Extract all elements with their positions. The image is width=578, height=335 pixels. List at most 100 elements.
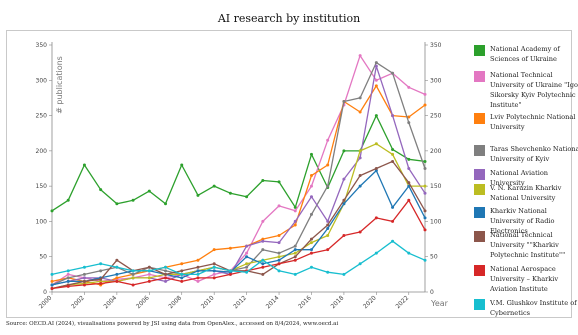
data-point	[277, 234, 281, 238]
x-tick-label: 2012	[232, 294, 248, 310]
y-tick-label-left: 0	[43, 289, 47, 296]
data-point	[261, 248, 265, 252]
data-point	[358, 110, 362, 114]
data-point	[66, 279, 70, 283]
legend-swatch	[474, 184, 485, 195]
y-tick-label-right: 350	[430, 42, 442, 49]
data-point	[131, 272, 135, 276]
data-point	[99, 279, 103, 283]
data-point	[50, 286, 54, 290]
data-point	[326, 248, 330, 252]
data-point	[261, 219, 265, 223]
data-point	[212, 269, 216, 273]
x-tick-label: 2004	[103, 294, 119, 310]
legend-label: National Technical University ""Kharkiv …	[490, 231, 566, 259]
data-point	[164, 279, 168, 283]
data-point	[342, 272, 346, 276]
data-point	[164, 202, 168, 206]
data-point	[407, 167, 411, 170]
legend-label: V.M. Glushkov Institute of Cybernetics	[490, 299, 577, 317]
data-point	[66, 272, 70, 276]
legend-label: National Aviation University	[490, 169, 549, 187]
data-point	[82, 265, 86, 269]
data-point	[374, 167, 378, 170]
data-point	[82, 272, 86, 276]
series-line	[51, 54, 426, 286]
y-tick-label-right: 250	[430, 113, 442, 120]
data-point	[309, 265, 313, 269]
data-point	[228, 246, 232, 250]
legend-swatch	[474, 299, 485, 310]
data-point	[391, 239, 395, 243]
y-axis-title: # publications	[55, 56, 64, 114]
data-point	[82, 279, 86, 283]
series-line	[51, 114, 426, 212]
data-point	[391, 147, 395, 151]
data-point	[293, 251, 297, 255]
data-point	[358, 262, 362, 266]
data-point	[180, 279, 184, 283]
data-point	[326, 219, 330, 223]
data-point	[358, 54, 362, 58]
data-point	[293, 255, 297, 259]
data-point	[245, 255, 249, 259]
legend-label: National Aerospace University – Kharkiv …	[490, 265, 559, 293]
data-point	[407, 115, 411, 119]
data-point	[293, 219, 297, 223]
legend-swatch	[474, 231, 485, 242]
source-note: Source: OECD.AI (2024), visualisations p…	[6, 321, 339, 327]
data-point	[342, 202, 346, 206]
x-tick-label: 2020	[362, 294, 378, 310]
legend-swatch	[474, 113, 485, 124]
data-point	[115, 202, 119, 206]
data-point	[115, 272, 119, 276]
data-point	[180, 272, 184, 276]
data-point	[391, 159, 395, 163]
series-2	[50, 84, 427, 287]
legend-swatch	[474, 265, 485, 276]
data-point	[374, 78, 378, 82]
series-line	[51, 240, 426, 276]
y-tick-label-right: 200	[430, 148, 442, 155]
data-point	[261, 178, 265, 182]
data-point	[228, 269, 232, 273]
data-point	[180, 262, 184, 266]
data-point	[293, 209, 297, 213]
data-point	[212, 248, 216, 252]
data-point	[164, 269, 168, 273]
data-point	[99, 262, 103, 266]
data-point	[196, 258, 200, 262]
y-tick-label-left: 50	[39, 254, 47, 261]
series-5	[50, 142, 427, 290]
data-point	[407, 181, 411, 185]
series-9	[50, 239, 427, 276]
x-tick-label: 2010	[200, 294, 216, 310]
data-point	[147, 269, 151, 273]
data-point	[342, 177, 346, 181]
data-point	[342, 99, 346, 103]
page-title: AI research by institution	[217, 12, 361, 25]
data-point	[407, 121, 411, 125]
data-point	[309, 184, 313, 188]
data-point	[196, 265, 200, 269]
data-point	[261, 262, 265, 266]
data-point	[245, 251, 249, 255]
data-point	[164, 272, 168, 276]
data-point	[164, 276, 168, 280]
data-point	[326, 163, 330, 167]
data-point	[99, 269, 103, 273]
data-point	[326, 138, 330, 142]
data-point	[293, 223, 297, 227]
data-point	[423, 167, 427, 170]
series-1	[50, 54, 427, 287]
data-point	[196, 279, 200, 283]
data-point	[326, 184, 330, 188]
data-point	[99, 282, 103, 286]
data-point	[391, 71, 395, 75]
data-point	[66, 284, 70, 288]
y-tick-label-left: 200	[36, 148, 48, 155]
x-tick-label: 2000	[38, 294, 54, 310]
data-point	[66, 198, 70, 202]
data-point	[326, 270, 330, 274]
